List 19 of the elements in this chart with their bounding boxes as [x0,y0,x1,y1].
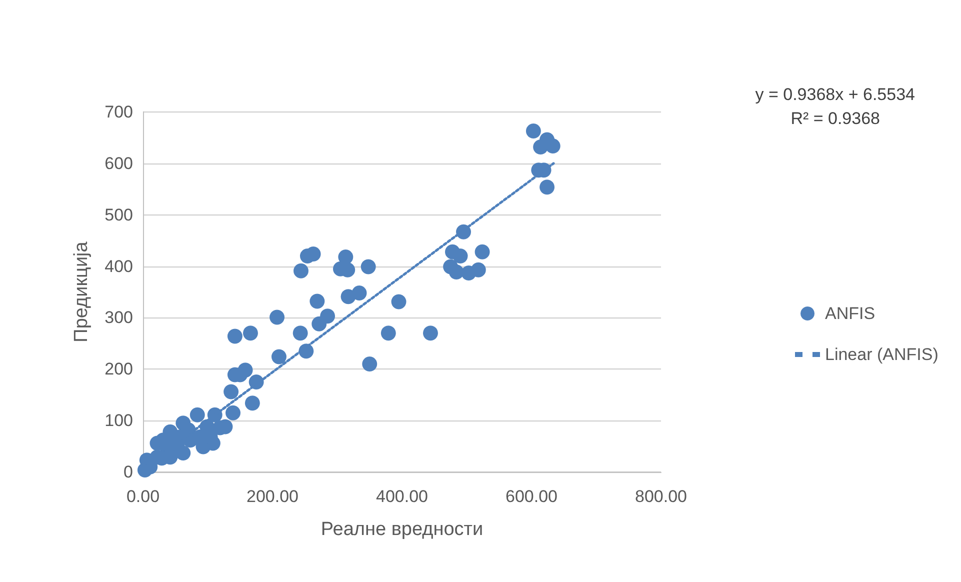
y-tick-label: 700 [104,102,133,122]
y-tick-label: 600 [104,154,133,173]
x-tick-label: 200.00 [246,487,298,506]
y-axis-title: Предикција [71,241,92,342]
text: R² = 0.9368 [790,109,880,128]
y-tick-label: 400 [104,256,133,276]
text: y = 0.9368x + 6.5534 [755,85,916,104]
y-tick-label: 0 [124,462,133,482]
legend-label: Linear (ANFIS) [825,345,938,364]
x-tick-label: 0.00 [126,487,160,506]
x-tick-label: 800.00 [635,487,687,506]
y-tick-label: 300 [104,308,133,328]
x-tick-label: 400.00 [376,487,428,506]
x-axis-title: Реалне вредности [320,519,484,540]
x-tick-label: 600.00 [506,487,558,506]
y-tick-label: 200 [104,360,133,379]
y-tick-label: 500 [104,205,133,224]
y-tick-label: 100 [104,411,133,430]
legend-label: ANFIS [825,304,876,323]
